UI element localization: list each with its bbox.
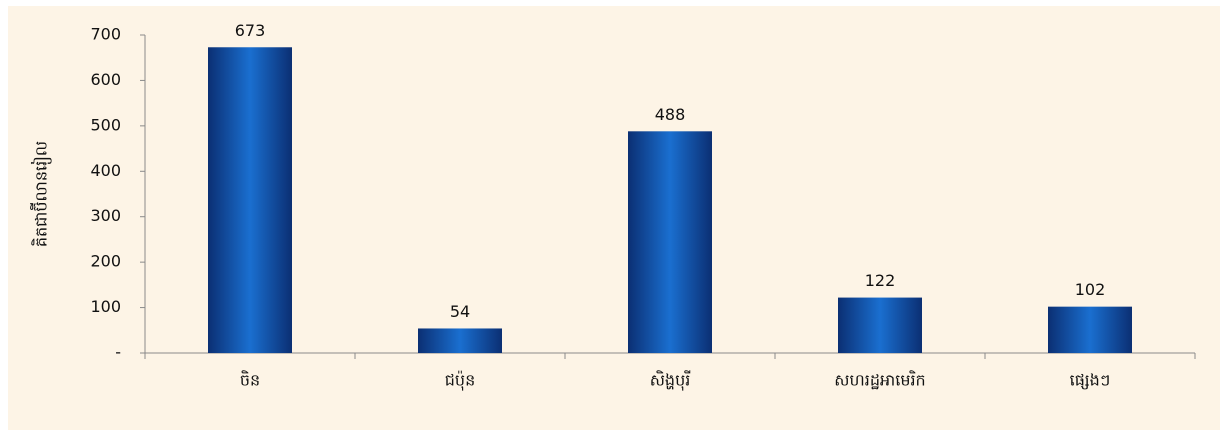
x-tick-label: ចិន: [240, 370, 260, 390]
bar: [628, 131, 712, 353]
y-tick-label: 300: [90, 206, 121, 225]
bar: [838, 297, 922, 353]
bar: [418, 328, 502, 353]
bar: [1048, 306, 1132, 353]
y-tick-label: 700: [90, 25, 121, 44]
y-tick-label: 100: [90, 297, 121, 316]
y-tick-label: 500: [90, 115, 121, 134]
x-tick-label: សហរដ្ឋអាមេរិក: [834, 370, 925, 390]
x-tick-label: ជប៉ុន: [445, 371, 475, 392]
x-tick-label: ផ្សេងៗ: [1070, 371, 1111, 390]
y-tick-label: -: [115, 343, 121, 362]
y-tick-label: 400: [90, 161, 121, 180]
data-label: 673: [235, 21, 266, 40]
y-axis-label: គិតជាប៊ីលានរៀល: [30, 141, 53, 247]
x-tick-label: សិង្ហបុរី: [650, 370, 691, 392]
data-label: 102: [1075, 280, 1106, 299]
y-tick-label: 200: [90, 252, 121, 271]
data-label: 122: [865, 271, 896, 290]
y-tick-label: 600: [90, 70, 121, 89]
data-label: 54: [450, 302, 470, 321]
data-label: 488: [655, 105, 686, 124]
bar: [208, 47, 292, 353]
background: [8, 6, 1220, 430]
